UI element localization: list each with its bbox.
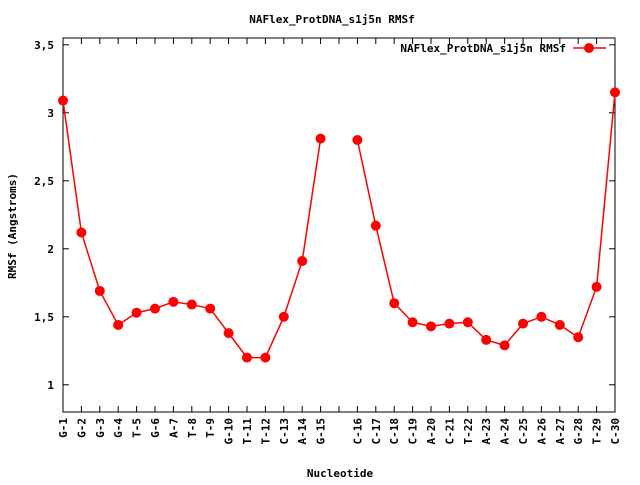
x-tick-label: T-29 xyxy=(591,418,604,445)
x-tick-label: G-28 xyxy=(572,418,585,445)
chart-title: NAFlex_ProtDNA_s1j5n RMSf xyxy=(249,13,415,26)
x-tick-label: G-15 xyxy=(315,418,328,445)
x-tick-label: A-20 xyxy=(425,418,438,445)
x-tick-label: T-12 xyxy=(259,418,272,445)
data-point xyxy=(610,87,620,98)
data-point xyxy=(242,352,252,363)
plot-area: 1 1,5 2 2,5 3 3,5 G-1 G-2 G-3 G-4 T-5 G-6 A-7 T-8 T-9 G… xyxy=(34,37,622,445)
y-axis-label: RMSf (Angstroms) xyxy=(6,173,19,279)
data-point xyxy=(591,281,602,292)
y-tick-label: 1,5 xyxy=(34,311,54,324)
data-point xyxy=(499,340,510,351)
x-tick-label: A-26 xyxy=(535,418,548,445)
x-tick-label: A-27 xyxy=(554,418,567,445)
data-point xyxy=(573,332,584,343)
data-point xyxy=(481,334,492,345)
data-point xyxy=(407,317,418,328)
x-tick-label: C-30 xyxy=(609,418,622,445)
data-point xyxy=(297,256,308,267)
data-point xyxy=(518,318,528,329)
data-point xyxy=(58,95,68,106)
x-tick-label: A-23 xyxy=(480,418,493,445)
data-point xyxy=(370,220,381,231)
x-tick-label: C-13 xyxy=(278,418,291,445)
x-tick-label: C-25 xyxy=(517,418,530,445)
legend-marker xyxy=(584,43,594,53)
data-point xyxy=(168,296,179,307)
x-tick-label: C-17 xyxy=(370,418,383,445)
x-tick-label: G-10 xyxy=(223,418,236,445)
y-tick-label: 1 xyxy=(47,379,54,392)
x-tick-label: T-8 xyxy=(186,418,199,438)
x-tick-label: G-4 xyxy=(112,418,125,438)
data-point xyxy=(444,318,455,329)
legend-label: NAFlex_ProtDNA_s1j5n RMSf xyxy=(400,42,566,55)
x-tick-label: T-11 xyxy=(241,418,254,445)
x-tick-label: A-14 xyxy=(296,418,309,445)
data-point xyxy=(260,352,271,363)
x-tick-label: C-16 xyxy=(351,418,364,445)
y-tick-label: 3 xyxy=(47,107,54,120)
data-point xyxy=(113,319,124,330)
y-tick-label: 2 xyxy=(47,243,54,256)
x-tick-label: T-5 xyxy=(131,418,144,438)
x-tick-label: T-9 xyxy=(204,418,217,438)
data-point xyxy=(462,317,473,328)
legend: NAFlex_ProtDNA_s1j5n RMSf xyxy=(400,42,606,55)
data-point xyxy=(554,319,565,330)
x-tick-label: A-7 xyxy=(167,418,180,438)
data-point xyxy=(131,307,142,318)
x-axis-label: Nucleotide xyxy=(307,467,374,480)
x-tick-label: C-19 xyxy=(407,418,420,445)
data-point xyxy=(76,227,87,238)
x-tick-label: G-6 xyxy=(149,418,162,438)
data-point xyxy=(426,321,436,332)
data-point xyxy=(389,298,400,309)
x-tick-label: C-21 xyxy=(443,418,456,445)
data-point xyxy=(352,135,363,145)
data-point xyxy=(205,303,216,314)
data-point xyxy=(94,285,105,296)
x-tick-label: A-24 xyxy=(499,418,512,445)
x-tick-label: G-2 xyxy=(75,418,88,438)
data-point xyxy=(536,311,547,322)
data-point xyxy=(150,303,160,314)
data-point xyxy=(315,133,326,144)
y-tick-label: 2,5 xyxy=(34,175,54,188)
data-point xyxy=(186,299,197,310)
x-tick-label: T-22 xyxy=(462,418,475,445)
data-point xyxy=(278,311,289,322)
data-point xyxy=(223,328,234,339)
x-tick-label: G-3 xyxy=(94,418,107,438)
y-tick-label: 3,5 xyxy=(34,39,54,52)
x-tick-label: C-18 xyxy=(388,418,401,445)
x-tick-label: G-1 xyxy=(57,418,70,438)
